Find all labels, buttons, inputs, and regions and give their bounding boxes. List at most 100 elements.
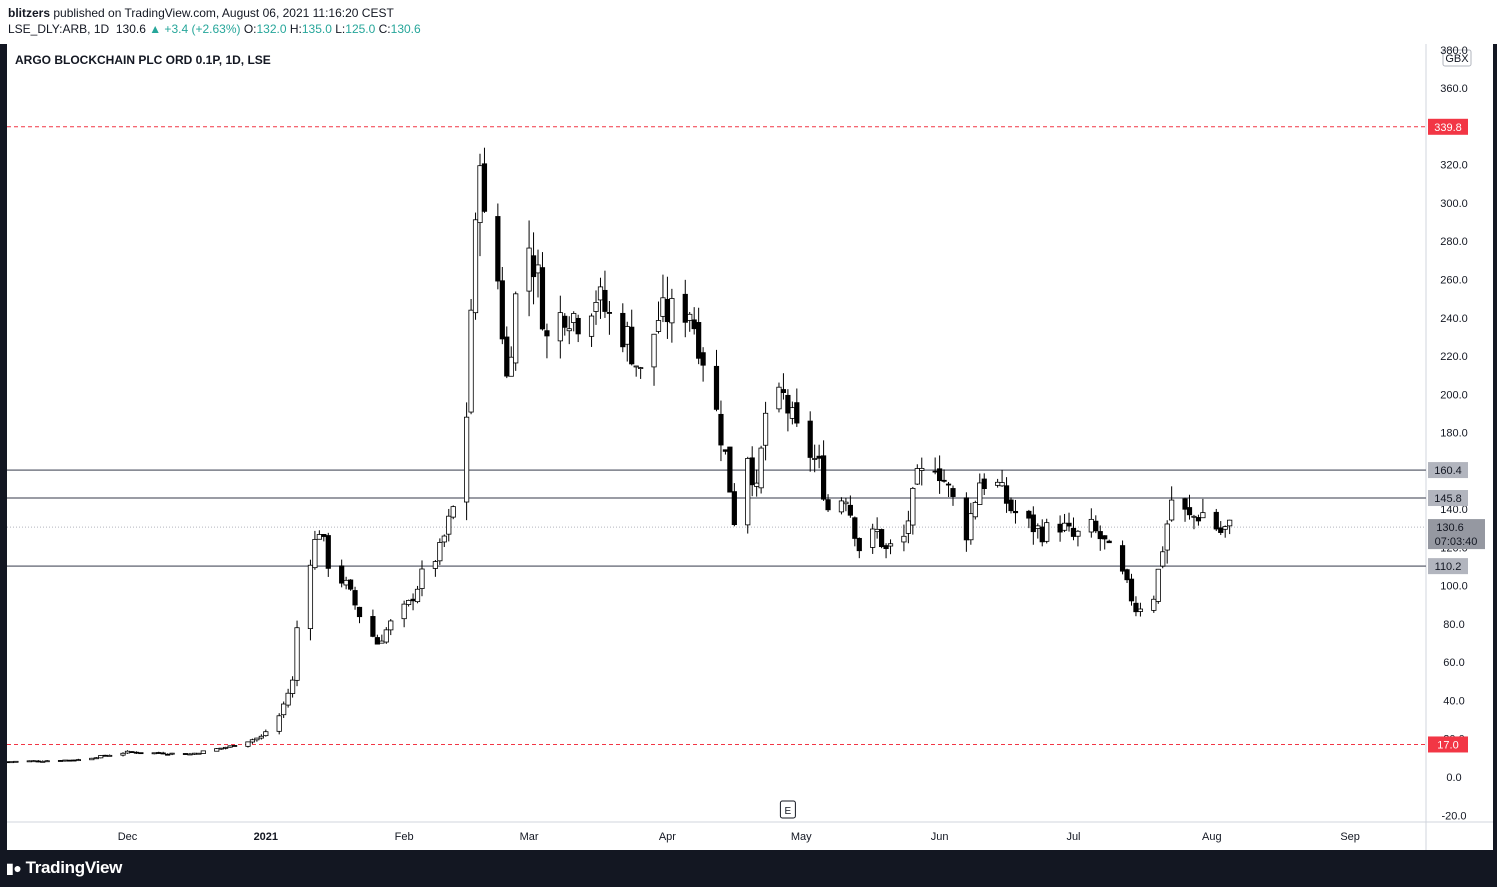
- candle-body: [691, 319, 697, 330]
- horizontal-levels: [7, 126, 1426, 745]
- bar-countdown-label: 07:03:40: [1435, 536, 1478, 548]
- candle-body: [816, 455, 822, 459]
- candle-body: [414, 588, 421, 603]
- candle-body: [794, 402, 800, 424]
- candle-body: [1003, 485, 1010, 504]
- candle-body: [102, 754, 108, 757]
- level-price-label: 145.8: [1434, 493, 1462, 505]
- extreme-price-label: 17.0: [1437, 739, 1458, 751]
- candle-body: [602, 289, 608, 312]
- candle-body: [593, 301, 599, 312]
- candle-body: [1133, 602, 1139, 613]
- chart-area[interactable]: ARGO BLOCKCHAIN PLC ORD 0.1P, 1D, LSE GB…: [4, 44, 1493, 850]
- candle-body: [231, 745, 238, 747]
- candle-body: [655, 320, 662, 332]
- candle-body: [700, 352, 706, 366]
- candle-body: [383, 629, 389, 643]
- candle-body: [1119, 545, 1126, 572]
- candle-body: [223, 746, 229, 749]
- currency-label: GBX: [1445, 53, 1469, 65]
- author-name[interactable]: blitzers: [8, 6, 51, 20]
- time-tick-label: Mar: [520, 831, 539, 843]
- candle-body: [388, 620, 394, 631]
- candle-body: [120, 752, 126, 756]
- candle-body: [696, 322, 702, 359]
- candle-body: [1182, 498, 1188, 510]
- price-tick-label: 360.0: [1440, 83, 1468, 95]
- candle-body: [566, 328, 572, 332]
- candle-body: [1227, 519, 1233, 527]
- time-tick-label: Jul: [1066, 831, 1080, 843]
- time-tick-label: Dec: [118, 831, 138, 843]
- candle-body: [651, 333, 657, 368]
- candle-body: [325, 535, 331, 569]
- candle-body: [499, 280, 505, 340]
- candle-body: [530, 255, 537, 278]
- candle-body: [1222, 526, 1228, 530]
- candle-body: [1066, 522, 1072, 527]
- price-tick-label: 300.0: [1440, 198, 1468, 210]
- earnings-marker-label: E: [785, 806, 792, 817]
- price-tick-label: 180.0: [1440, 428, 1468, 440]
- candle-body: [1075, 530, 1081, 537]
- candle-body: [227, 745, 233, 748]
- candle-body: [664, 298, 671, 323]
- candle-body: [343, 579, 349, 586]
- price-tick-label: 60.0: [1443, 657, 1464, 669]
- candle-body: [843, 501, 849, 505]
- tradingview-logo-icon: ▮●: [6, 860, 22, 876]
- candle-body: [1012, 510, 1019, 514]
- candle-body: [660, 297, 666, 317]
- candle-body: [838, 500, 845, 513]
- time-tick-label: Jun: [931, 831, 949, 843]
- candle-body: [825, 499, 831, 511]
- candle-body: [66, 759, 73, 762]
- candle-body: [1057, 523, 1063, 533]
- candle-body: [910, 487, 916, 526]
- candle-body: [477, 165, 483, 224]
- candle-body: [941, 479, 947, 482]
- candle-body: [535, 264, 541, 274]
- candle-body: [356, 606, 363, 618]
- candle-body: [1039, 526, 1045, 543]
- footer: [0, 850, 1497, 887]
- candle-body: [40, 760, 46, 763]
- open-label: O:: [243, 22, 257, 36]
- candle-body: [1128, 578, 1135, 602]
- candle-body: [276, 715, 282, 732]
- candle-body: [160, 752, 166, 755]
- candle-body: [450, 506, 456, 518]
- candle-body: [945, 483, 952, 486]
- ohlc-line: LSE_DLY:ARB, 1D 130.6 ▲ +3.4 (+2.63%) O:…: [8, 22, 421, 36]
- candle-body: [539, 267, 546, 330]
- candle-body: [245, 741, 251, 747]
- candle-body: [1088, 518, 1094, 533]
- candle-body: [682, 293, 688, 323]
- candlestick-chart[interactable]: ARGO BLOCKCHAIN PLC ORD 0.1P, 1D, LSE GB…: [4, 44, 1493, 850]
- candle-body: [1061, 522, 1068, 531]
- publication-line: blitzers published on TradingView.com, A…: [8, 6, 394, 20]
- candle-body: [1213, 511, 1219, 530]
- price-tick-label: 80.0: [1443, 619, 1464, 631]
- tradingview-logo[interactable]: ▮● TradingView: [6, 858, 122, 878]
- candle-body: [557, 312, 563, 342]
- candle-body: [629, 326, 635, 365]
- candle-body: [481, 163, 488, 212]
- candle-body: [71, 759, 77, 762]
- candle-body: [762, 412, 769, 446]
- candle-body: [1044, 522, 1050, 542]
- candle-body: [968, 513, 974, 541]
- candle-body: [754, 482, 760, 487]
- candle-body: [263, 731, 269, 737]
- candle-body: [156, 752, 162, 754]
- candle-body: [214, 748, 220, 752]
- last-price-label: 130.6: [1436, 522, 1464, 534]
- candle-body: [321, 534, 327, 537]
- price-tick-label: 280.0: [1440, 236, 1468, 248]
- candle-body: [312, 539, 318, 569]
- time-tick-label: Feb: [395, 831, 414, 843]
- earnings-marker[interactable]: E: [779, 800, 796, 819]
- candle-body: [722, 449, 729, 452]
- candle-body: [718, 413, 724, 446]
- candle-body: [1155, 568, 1161, 602]
